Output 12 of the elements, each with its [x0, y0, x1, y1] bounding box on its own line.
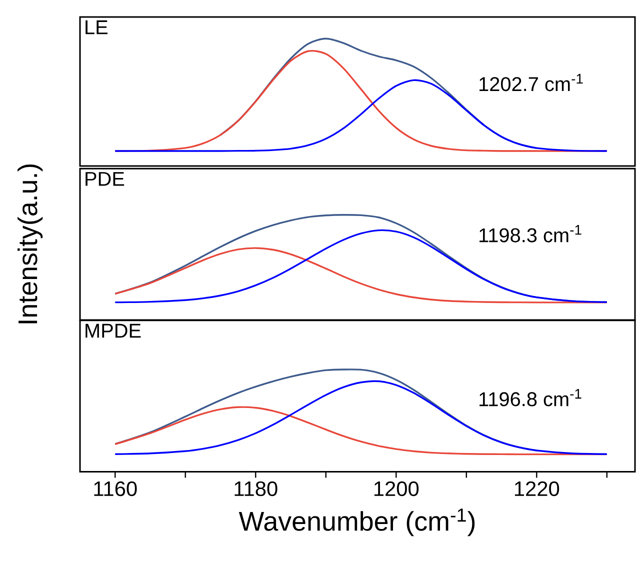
annotation: 1198.3 cm$^{-1}$ — [480, 225, 582, 242]
y-axis-title: Intensity(a.u.) — [18, 164, 43, 324]
x-axis-title: Wavenumber (cm$^{-1}$) — [238, 508, 475, 536]
x-tick-label: 1180 — [234, 481, 278, 496]
text: MPDE — [86, 324, 141, 338]
text: LE — [86, 20, 108, 34]
x-tick-label: 1220 — [514, 481, 560, 496]
annotation: 1196.8 cm$^{-1}$ — [480, 388, 582, 406]
x-tick-label: 1160 — [94, 481, 137, 496]
annotation: 1202.7 cm$^{-1}$ — [480, 74, 583, 92]
x-tick-label: 1200 — [374, 481, 419, 496]
text: PDE — [86, 172, 124, 186]
